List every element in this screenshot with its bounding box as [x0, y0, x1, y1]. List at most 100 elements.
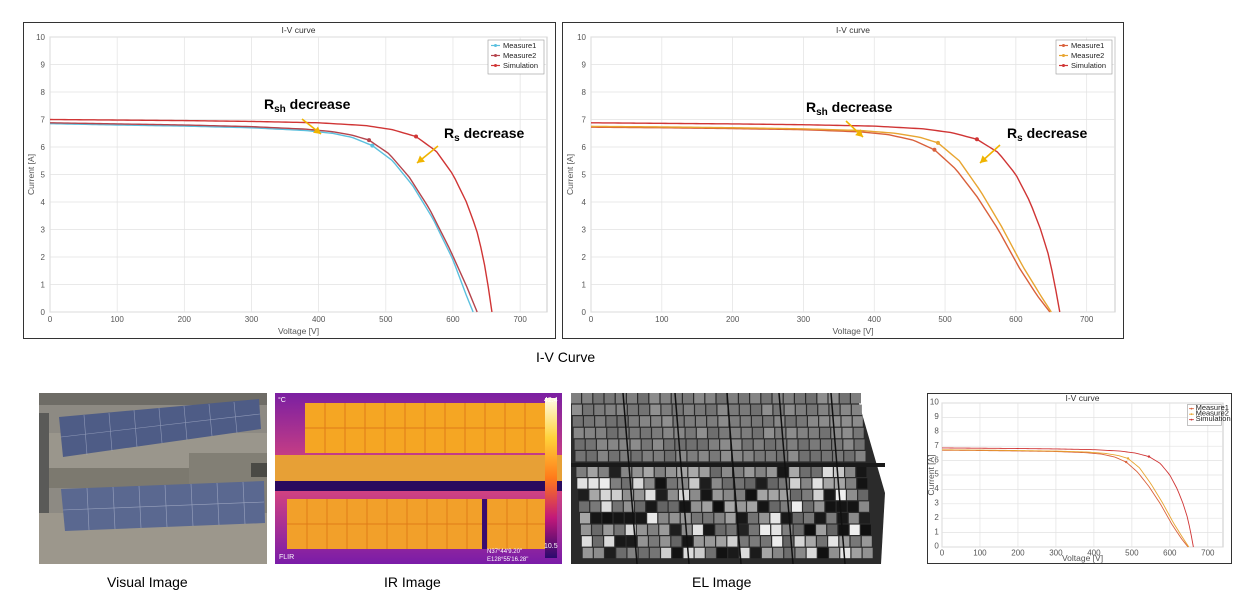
x-tick-label: 300	[1049, 549, 1063, 558]
el-cell	[603, 524, 614, 535]
el-cell	[808, 416, 818, 427]
el-cell	[638, 393, 649, 404]
el-cell	[674, 427, 685, 439]
series-marker-measure1	[370, 143, 375, 148]
legend-marker-measure1	[1062, 44, 1065, 47]
el-cell	[801, 478, 812, 489]
y-tick-label: 7	[582, 116, 587, 125]
el-cell	[806, 393, 817, 404]
legend-label-measure1: Measure1	[503, 41, 536, 50]
el-cell	[776, 439, 787, 450]
el-cell	[640, 427, 651, 439]
el-cell	[755, 466, 766, 477]
el-cell	[660, 393, 671, 404]
el-cell	[571, 393, 581, 404]
x-tick-label: 0	[940, 549, 945, 558]
el-cell	[822, 466, 833, 477]
el-cell	[788, 451, 799, 462]
el-cell	[717, 547, 728, 559]
el-cell	[804, 513, 814, 524]
el-cell	[663, 427, 674, 439]
el-cell	[623, 501, 634, 512]
el-cell	[687, 451, 698, 462]
el-cell	[809, 439, 820, 450]
el-cell	[804, 524, 815, 535]
el-cell	[582, 393, 593, 404]
el-cell	[753, 439, 764, 450]
el-cell	[697, 439, 708, 450]
el-cell	[860, 513, 870, 524]
iv-chart-2: 0 100 200 300 400 500 600 700 0 1 2 3 4 5 6 7 8 9 10 I-V cu…	[565, 25, 1116, 336]
el-cell	[765, 451, 776, 462]
el-cell	[641, 439, 652, 450]
el-cell	[618, 427, 629, 439]
el-cell	[780, 501, 791, 512]
legend-label-measure2: Measure2	[1196, 409, 1229, 418]
el-cell	[738, 536, 749, 547]
el-cell	[803, 501, 814, 512]
el-cell	[604, 536, 615, 547]
y-tick-label: 2	[582, 253, 587, 262]
el-cell	[688, 466, 699, 477]
el-cell	[807, 404, 818, 415]
el-cell	[846, 478, 857, 489]
el-cell	[655, 478, 666, 489]
el-cell	[783, 393, 794, 404]
el-cell	[575, 451, 586, 462]
x-tick-label: 500	[1125, 549, 1139, 558]
ir-gps-lat: N37°44'9.20"	[487, 549, 522, 555]
el-cell	[714, 513, 725, 524]
el-cell	[750, 547, 761, 559]
el-cell	[770, 513, 781, 524]
el-cell	[671, 536, 682, 547]
el-cell	[611, 489, 622, 501]
el-cell	[709, 439, 719, 450]
el-cell	[839, 393, 850, 404]
el-cell	[795, 547, 806, 559]
el-cell	[616, 404, 627, 415]
y-tick-label: 6	[934, 455, 939, 464]
el-cell	[694, 547, 705, 559]
el-cell	[672, 547, 683, 559]
el-cell	[709, 451, 720, 462]
iv-chart-1: 0 100 200 300 400 500 600 700 0 1 2 3 4 5 6 7 8 9 10 I-V cu…	[26, 25, 548, 336]
series-line-measure1	[49, 122, 474, 313]
series-marker-simulation	[1147, 455, 1151, 458]
el-cell	[653, 439, 663, 450]
el-cell	[633, 478, 644, 489]
legend-marker-measure2	[494, 54, 497, 57]
el-cell	[744, 466, 755, 477]
el-cell	[666, 478, 677, 489]
el-cell	[605, 404, 616, 415]
el-cell	[693, 536, 704, 547]
ir-image: °C 42.4 10.5 FLIR N37°44'9.20" E128°55'1…	[275, 393, 562, 564]
el-image-caption: EL Image	[692, 574, 752, 590]
el-cell	[811, 466, 822, 477]
el-cell	[683, 404, 694, 415]
ir-image-caption: IR Image	[384, 574, 441, 590]
el-cell	[836, 501, 847, 512]
el-cell	[599, 478, 610, 489]
y-tick-label: 6	[582, 143, 587, 152]
el-cell	[802, 489, 813, 501]
el-cell	[861, 536, 872, 547]
el-cell	[808, 427, 819, 439]
el-cell	[642, 451, 653, 462]
el-cell	[733, 466, 744, 477]
legend-marker-measure1	[494, 44, 497, 47]
y-tick-label: 3	[934, 498, 939, 507]
el-cell	[789, 466, 800, 477]
el-cell	[636, 513, 646, 524]
el-cell	[810, 451, 821, 462]
el-cell	[644, 478, 655, 489]
y-tick-label: 5	[582, 171, 587, 180]
el-cell	[713, 501, 724, 512]
el-cell	[862, 547, 873, 559]
series-marker-measure2	[1126, 457, 1130, 460]
el-cell	[617, 416, 628, 427]
el-cell	[670, 524, 681, 535]
x-tick-label: 400	[312, 315, 326, 324]
el-cell	[797, 427, 808, 439]
x-tick-label: 500	[379, 315, 393, 324]
el-cell	[741, 427, 752, 439]
